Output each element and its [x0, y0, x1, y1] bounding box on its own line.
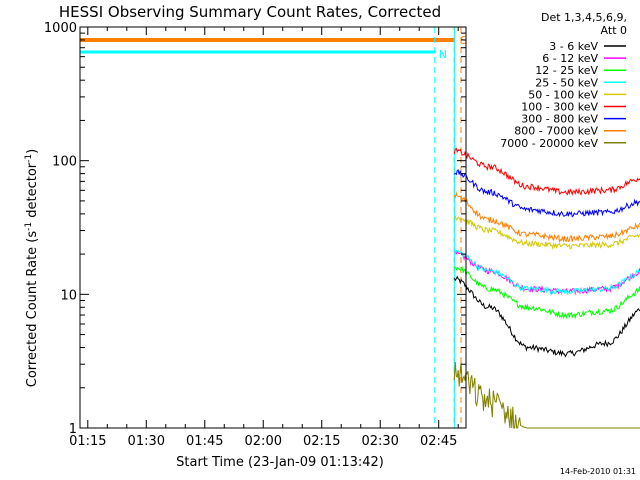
series-line	[453, 275, 640, 358]
plot-area	[453, 147, 640, 429]
y-axis-label-part: detector	[25, 162, 40, 222]
legend-entry-label: 12 - 25 keV	[535, 64, 598, 77]
y-tick-label: 10	[60, 288, 77, 303]
series-line	[453, 191, 640, 243]
y-tick-label: 1000	[44, 21, 77, 36]
y-axis-label-part: Corrected Count Rate (s	[25, 231, 40, 388]
legend-entry-label: 3 - 6 keV	[549, 40, 598, 53]
x-tick-label: 01:30	[128, 434, 165, 449]
x-axis-label: Start Time (23-Jan-09 01:13:42)	[176, 455, 384, 470]
legend-entry-label: 300 - 800 keV	[521, 113, 598, 126]
series-line	[453, 147, 640, 196]
legend-entry-label: 6 - 12 keV	[542, 52, 598, 65]
night-flag-label: N	[439, 48, 447, 61]
legend-entry-label: 100 - 300 keV	[521, 101, 598, 114]
series-line	[453, 248, 640, 296]
x-tick-label: 02:15	[303, 434, 340, 449]
flag-layer: SN	[80, 27, 467, 428]
y-tick-label: 100	[52, 155, 77, 170]
legend-entry-label: 7000 - 20000 keV	[500, 137, 598, 150]
x-tick-label: 02:45	[420, 434, 457, 449]
series-line	[453, 265, 640, 320]
y-axis-label: Corrected Count Rate (s-1 detector-1)	[24, 149, 40, 387]
x-tick-label: 02:30	[361, 434, 398, 449]
series-line	[453, 361, 640, 429]
axes: 01:15 01:30 01:45 02:00 02:15 02:30 02:45 1 10 10…	[44, 21, 467, 449]
plot-frame	[79, 26, 467, 429]
y-tick-label: 1	[69, 422, 77, 437]
chart-title: HESSI Observing Summary Count Rates, Cor…	[59, 3, 441, 21]
y-axis-label-part: )	[25, 149, 40, 154]
legend-entry-label: 25 - 50 keV	[535, 76, 598, 89]
series-line	[454, 215, 640, 251]
legend-title-detectors: Det 1,3,4,5,6,9,	[541, 11, 627, 24]
legend-entry-label: 50 - 100 keV	[528, 88, 598, 101]
footer-timestamp: 14-Feb-2010 01:31	[560, 467, 636, 476]
y-axis-label-superscript: -1	[24, 154, 34, 163]
legend-entry-label: 800 - 7000 keV	[514, 125, 598, 138]
series-line	[453, 250, 640, 296]
x-tick-label: 02:00	[245, 434, 282, 449]
series-line	[453, 169, 640, 218]
legend-title-attenuator: Att 0	[601, 24, 627, 37]
y-axis-label-superscript: -1	[24, 222, 34, 231]
x-tick-label: 01:15	[69, 434, 106, 449]
x-tick-label: 01:45	[186, 434, 223, 449]
